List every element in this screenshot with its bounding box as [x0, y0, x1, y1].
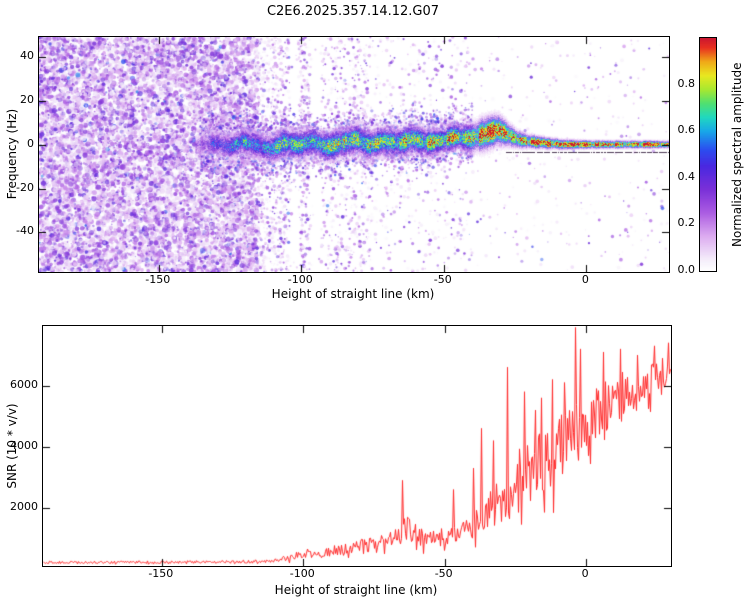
- spectrogram-canvas: [39, 37, 669, 272]
- snr-canvas: [43, 326, 671, 566]
- spec-ylabel: Frequency (Hz): [5, 108, 19, 200]
- snr-y-tick-label: 2000: [10, 499, 38, 513]
- snr-x-tick-label: -100: [289, 567, 315, 580]
- spectrogram-box: [38, 36, 670, 273]
- plot-title: C2E6.2025.357.14.12.G07: [266, 4, 440, 19]
- snr-y-tick-label: 6000: [10, 377, 38, 391]
- spec-y-tick-label: 20: [20, 92, 34, 106]
- colorbar-tick-label: 0.6: [677, 123, 696, 137]
- colorbar-label: Normalized spectral amplitude: [730, 62, 744, 248]
- spec-x-tick-label: 0: [581, 273, 589, 286]
- snr-y-tick-label: 4000: [10, 438, 38, 452]
- spec-y-tick-label: -20: [16, 180, 34, 194]
- colorbar-tick-label: 0.0: [677, 263, 696, 276]
- colorbar-canvas: [700, 38, 716, 271]
- snr-x-tick-label: 0: [581, 567, 589, 580]
- spec-x-tick-label: -150: [145, 273, 171, 286]
- spec-y-tick-label: -40: [16, 224, 34, 238]
- snr-x-tick-label: -50: [434, 567, 453, 580]
- spec-y-tick-label: 40: [20, 48, 34, 62]
- colorbar-tick-label: 0.4: [677, 169, 696, 183]
- snr-x-tick-label: -150: [148, 567, 174, 580]
- spec-x-tick-label: -50: [433, 273, 452, 286]
- colorbar-box: [699, 37, 717, 272]
- colorbar-tick-label: 0.2: [677, 216, 696, 230]
- spec-xlabel: Height of straight line (km): [271, 287, 435, 301]
- snr-xlabel: Height of straight line (km): [274, 583, 438, 597]
- spec-y-tick-label: 0: [27, 136, 34, 150]
- spec-x-tick-label: -100: [287, 273, 313, 286]
- colorbar-tick-label: 0.8: [677, 76, 696, 90]
- snr-box: [42, 325, 672, 567]
